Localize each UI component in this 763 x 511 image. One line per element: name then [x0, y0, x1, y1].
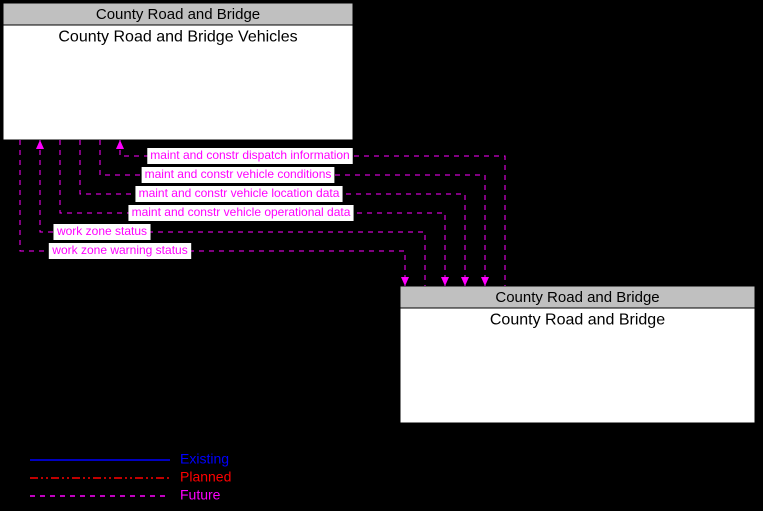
legend-label-future: Future: [180, 487, 221, 503]
target-box-header: County Road and Bridge: [495, 289, 659, 306]
flow-label-0: maint and constr dispatch information: [150, 148, 349, 162]
flow-label-3: maint and constr vehicle operational dat…: [132, 205, 351, 219]
flow-label-2: maint and constr vehicle location data: [139, 186, 340, 200]
flow-label-5: work zone warning status: [51, 243, 187, 257]
target-box: County Road and Bridge County Road and Br…: [400, 286, 755, 423]
target-box-title: County Road and Bridge: [490, 311, 665, 328]
legend-label-planned: Planned: [180, 469, 231, 485]
source-box-header: County Road and Bridge: [96, 6, 260, 23]
source-box: County Road and Bridge County Road and Br…: [3, 3, 353, 140]
flow-label-1: maint and constr vehicle conditions: [145, 167, 332, 181]
flow-label-4: work zone status: [56, 224, 147, 238]
legend-label-existing: Existing: [180, 451, 229, 467]
source-box-title: County Road and Bridge Vehicles: [58, 28, 297, 45]
